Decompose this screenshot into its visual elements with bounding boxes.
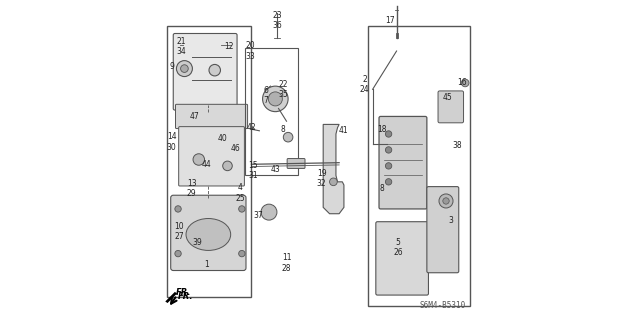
Text: 5
26: 5 26 — [394, 238, 403, 257]
Text: 17: 17 — [385, 16, 395, 25]
Circle shape — [385, 147, 392, 153]
FancyBboxPatch shape — [171, 195, 246, 271]
Text: FR.: FR. — [175, 288, 191, 297]
FancyBboxPatch shape — [427, 187, 459, 273]
Text: 21
34: 21 34 — [177, 37, 186, 56]
Text: 4
25: 4 25 — [236, 183, 245, 203]
Text: 44: 44 — [202, 160, 212, 169]
Text: 11
28: 11 28 — [282, 254, 291, 273]
Ellipse shape — [186, 219, 230, 250]
Text: 12: 12 — [225, 42, 234, 51]
Circle shape — [175, 206, 181, 212]
Circle shape — [209, 64, 220, 76]
Circle shape — [330, 178, 337, 186]
Text: 9: 9 — [169, 63, 174, 71]
Text: 13
29: 13 29 — [187, 179, 196, 198]
Text: 2
24: 2 24 — [360, 75, 369, 94]
Text: 46: 46 — [230, 144, 241, 153]
Text: 38: 38 — [452, 141, 462, 150]
Text: 10
27: 10 27 — [174, 222, 184, 241]
Circle shape — [239, 250, 245, 257]
Circle shape — [193, 154, 205, 165]
Text: 23
36: 23 36 — [272, 11, 282, 30]
Bar — [167, 26, 252, 297]
Circle shape — [175, 250, 181, 257]
Circle shape — [223, 161, 232, 171]
Text: 14
30: 14 30 — [167, 132, 177, 152]
FancyBboxPatch shape — [175, 104, 248, 129]
Text: 22
35: 22 35 — [278, 80, 288, 99]
Circle shape — [268, 92, 282, 106]
FancyBboxPatch shape — [376, 222, 428, 295]
Circle shape — [443, 198, 449, 204]
Polygon shape — [323, 124, 344, 214]
Text: 45: 45 — [443, 93, 452, 102]
Text: 8: 8 — [281, 125, 285, 134]
Text: 6
7: 6 7 — [263, 86, 268, 105]
Text: 8: 8 — [380, 184, 385, 193]
Text: 42: 42 — [246, 123, 256, 132]
Text: 3: 3 — [449, 216, 453, 225]
Circle shape — [385, 163, 392, 169]
Circle shape — [262, 86, 288, 112]
Text: 37: 37 — [253, 211, 262, 220]
Circle shape — [284, 132, 293, 142]
FancyBboxPatch shape — [287, 159, 305, 168]
FancyBboxPatch shape — [438, 91, 463, 123]
FancyBboxPatch shape — [379, 116, 427, 209]
Text: 16: 16 — [457, 78, 467, 87]
Bar — [396, 33, 397, 38]
Bar — [368, 26, 470, 306]
Circle shape — [180, 65, 188, 72]
Circle shape — [261, 204, 277, 220]
Text: 18: 18 — [378, 125, 387, 134]
Polygon shape — [165, 292, 177, 303]
Text: 40: 40 — [218, 134, 228, 143]
Text: S6M4-B5310: S6M4-B5310 — [420, 301, 466, 310]
Text: 20
33: 20 33 — [245, 41, 255, 61]
FancyBboxPatch shape — [179, 127, 244, 186]
Text: 15
31: 15 31 — [248, 161, 258, 180]
Text: FR.: FR. — [178, 292, 193, 300]
Circle shape — [239, 206, 245, 212]
Text: 47: 47 — [190, 112, 200, 121]
Text: 43: 43 — [271, 165, 280, 174]
Text: 1: 1 — [204, 260, 209, 269]
Circle shape — [461, 79, 469, 87]
Text: 39: 39 — [192, 238, 202, 247]
Text: 41: 41 — [339, 126, 349, 135]
Circle shape — [177, 61, 193, 77]
Circle shape — [385, 131, 392, 137]
Circle shape — [385, 179, 392, 185]
FancyBboxPatch shape — [173, 33, 237, 110]
Bar — [245, 48, 298, 175]
Text: 19
32: 19 32 — [317, 169, 326, 188]
Circle shape — [439, 194, 453, 208]
